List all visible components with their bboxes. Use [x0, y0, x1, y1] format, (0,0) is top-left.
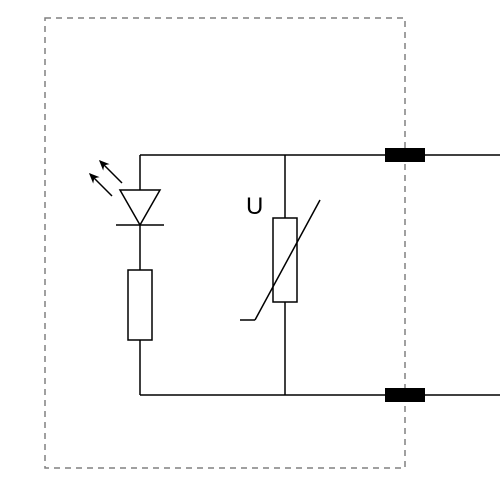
varistor-body-icon — [273, 218, 297, 302]
led-triangle-icon — [120, 190, 160, 225]
led-emit-arrow-1-icon — [90, 174, 112, 196]
circuit-diagram: U — [0, 0, 500, 500]
varistor-label: U — [246, 193, 263, 220]
enclosure-box — [45, 18, 405, 468]
terminal-block-top — [385, 148, 425, 162]
resistor-icon — [128, 270, 152, 340]
terminal-block-bottom — [385, 388, 425, 402]
led-emit-arrow-2-icon — [100, 161, 122, 183]
